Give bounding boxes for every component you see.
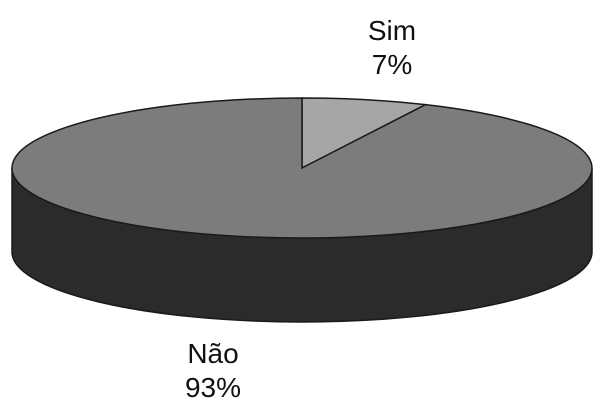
pie-slice-nao [11, 97, 593, 239]
slice-label-sim-name: Sim [367, 15, 417, 46]
slice-label-nao: Não 93% [168, 337, 258, 405]
slice-label-nao-percent: 93% [184, 372, 242, 403]
slice-label-sim: Sim 7% [352, 14, 432, 82]
slice-label-nao-name: Não [187, 338, 239, 369]
slice-label-sim-percent: 7% [371, 49, 413, 80]
pie-top-group [11, 97, 593, 239]
pie-slice-sim [301, 97, 429, 170]
